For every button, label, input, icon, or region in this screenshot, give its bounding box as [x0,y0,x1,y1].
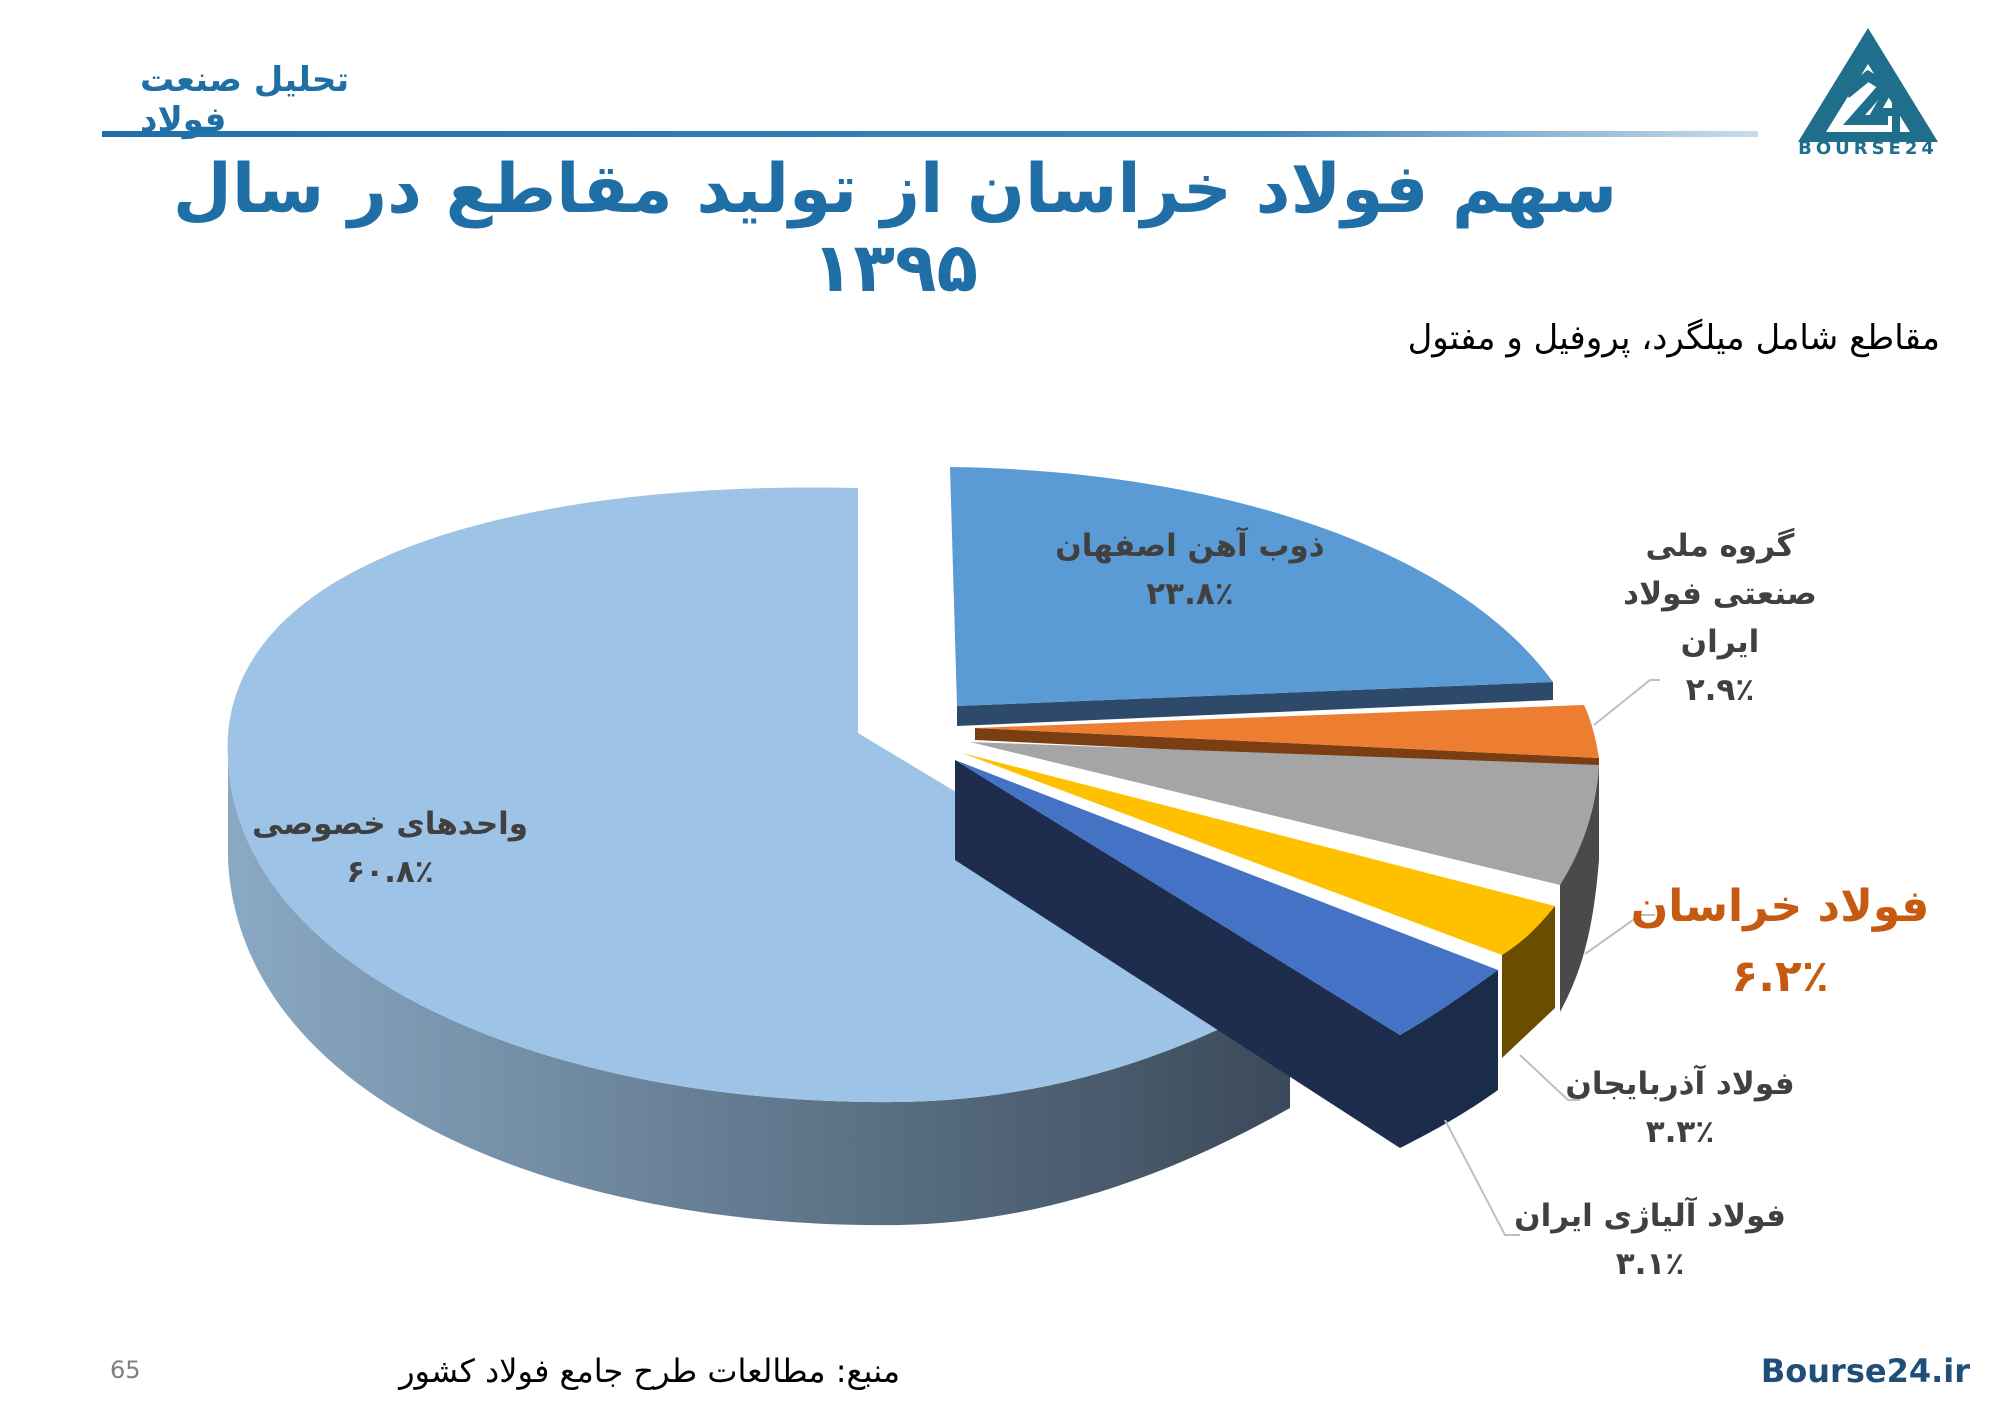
label-khorasan-value: ۶.۲٪ [1731,951,1829,1003]
label-esfahan-value: ۲۳.۸٪ [1146,576,1234,613]
header-tag: تحلیل صنعت فولاد [140,60,350,140]
label-alloy-name: فولاد آلیاژی ایران [1514,1198,1786,1234]
page-number: 65 [110,1356,141,1384]
slice-national [975,705,1599,758]
label-esfahan-name: ذوب آهن اصفهان [1055,528,1325,564]
header-divider [102,131,1758,137]
slice-khorasan [970,742,1599,885]
site-link[interactable]: Bourse24.ir [1760,1352,1970,1390]
slice-side-private [228,760,1290,1226]
label-azerbaijan-name: فولاد آذربایجان [1565,1066,1795,1102]
label-private: واحدهای خصوصی ۶۰.۸٪ [250,800,530,896]
slice-alloy [955,760,1498,1035]
label-azerbaijan-value: ۳.۳٪ [1645,1114,1715,1151]
label-national-name: گروه ملی صنعتی فولاد ایران [1623,528,1817,661]
slice-side-esfahan [957,682,1553,726]
label-khorasan: فولاد خراسان ۶.۲٪ [1630,872,1930,1013]
label-esfahan: ذوب آهن اصفهان ۲۳.۸٪ [1040,522,1340,618]
slice-private [227,487,1290,1103]
slice-azerbaijan [962,753,1555,955]
slice-esfahan [950,467,1553,706]
slide-title: سهم فولاد خراسان از تولید مقاطع در سال ۱… [172,150,1618,308]
slice-side-khorasan [1560,765,1599,1012]
label-private-name: واحدهای خصوصی [251,806,529,842]
source-note: منبع: مطالعات طرح جامع فولاد کشور [399,1352,900,1390]
label-national-value: ۲.۹٪ [1685,672,1755,709]
leader-national [1593,679,1660,726]
label-national: گروه ملی صنعتی فولاد ایران ۲.۹٪ [1600,522,1840,714]
slice-side-alloy-end [1400,970,1498,1148]
leader-khorasan [1584,914,1655,955]
label-khorasan-name: فولاد خراسان [1630,881,1930,932]
label-azerbaijan: فولاد آذربایجان ۳.۳٪ [1560,1060,1800,1156]
label-alloy: فولاد آلیاژی ایران ۳.۱٪ [1510,1192,1790,1288]
slide-subtitle: مقاطع شامل میلگرد، پروفیل و مفتول [1407,318,1940,358]
slice-side-alloy [955,760,1400,1148]
logo-text: BOURSE24 [1798,138,1938,159]
label-private-value: ۶۰.۸٪ [346,854,434,891]
leader-alloy [1444,1119,1520,1236]
leader-azerbaijan [1519,1054,1580,1101]
bourse24-logo [1798,28,1938,142]
label-alloy-value: ۳.۱٪ [1615,1246,1685,1283]
